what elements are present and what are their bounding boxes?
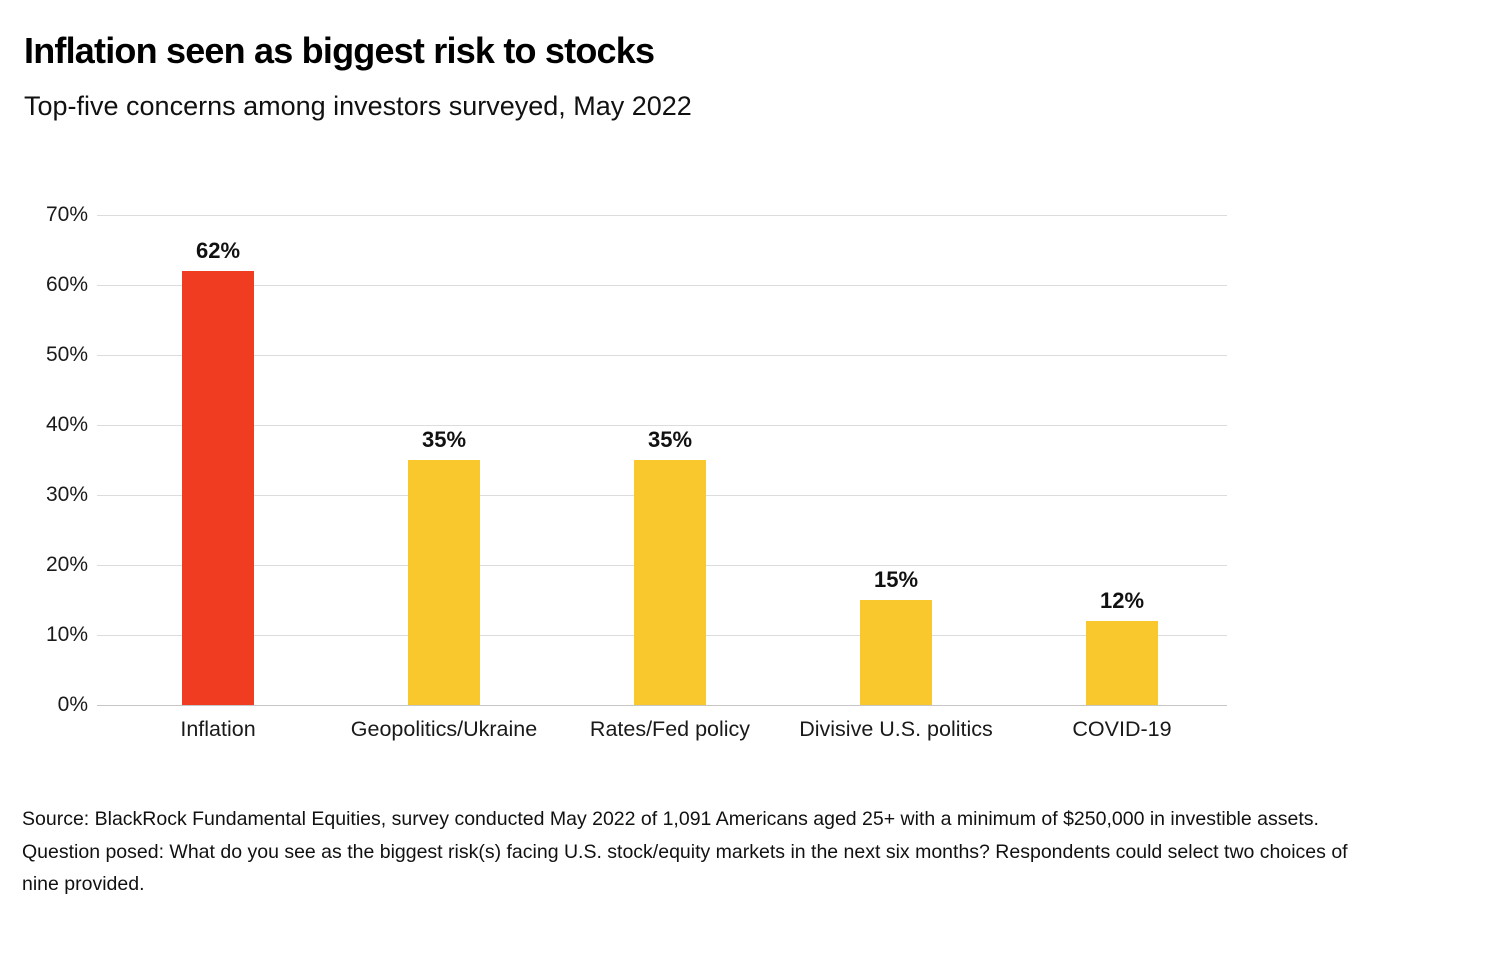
- gridline-50: [97, 355, 1227, 356]
- value-label-inflation: 62%: [195, 238, 241, 263]
- value-label-rates-fed-policy: 35%: [647, 427, 693, 452]
- y-tick-label-10: 10%: [45, 623, 88, 646]
- y-tick-label-70: 70%: [45, 203, 88, 226]
- bar-inflation: [182, 271, 254, 705]
- gridline-40: [97, 425, 1227, 426]
- gridline-70: [97, 215, 1227, 216]
- value-label-geopolitics-ukraine: 35%: [421, 427, 467, 452]
- y-tick-label-50: 50%: [45, 343, 88, 366]
- value-label-covid-19: 12%: [1099, 588, 1145, 613]
- bar-rates-fed-policy: [634, 460, 706, 705]
- x-tick-label-inflation: Inflation: [180, 717, 256, 741]
- y-tick-label-0: 0%: [57, 693, 88, 716]
- y-tick-label-40: 40%: [45, 413, 88, 436]
- x-tick-label-geopolitics-ukraine: Geopolitics/Ukraine: [350, 717, 538, 741]
- source-note-line: Source: BlackRock Fundamental Equities, …: [22, 808, 1319, 830]
- x-tick-label-rates-fed-policy: Rates/Fed policy: [589, 717, 751, 741]
- value-label-divisive-u-s-politics: 15%: [873, 567, 919, 592]
- gridline-60: [97, 285, 1227, 286]
- source-note-line: Question posed: What do you see as the b…: [22, 840, 1348, 863]
- gridline-0: [97, 705, 1227, 706]
- y-tick-label-30: 30%: [45, 483, 88, 506]
- bar-geopolitics-ukraine: [408, 460, 480, 705]
- bar-divisive-u-s-politics: [860, 600, 932, 705]
- chart-subtitle: Top-five concerns among investors survey…: [24, 91, 692, 121]
- chart-title: Inflation seen as biggest risk to stocks: [24, 30, 655, 71]
- x-tick-label-divisive-u-s-politics: Divisive U.S. politics: [799, 717, 993, 741]
- x-tick-label-covid-19: COVID-19: [1072, 717, 1172, 741]
- bar-covid-19: [1086, 621, 1158, 705]
- y-tick-label-20: 20%: [45, 553, 88, 576]
- y-tick-label-60: 60%: [45, 273, 88, 296]
- bar-chart: 0% 10% 20% 30% 40% 50% 60% 70% 62% Inflation 35% Ge…: [0, 180, 1280, 770]
- source-note-line: nine provided.: [22, 873, 145, 895]
- plot-area: [97, 215, 1235, 706]
- source-note: Source: BlackRock Fundamental Equities, …: [22, 803, 1482, 901]
